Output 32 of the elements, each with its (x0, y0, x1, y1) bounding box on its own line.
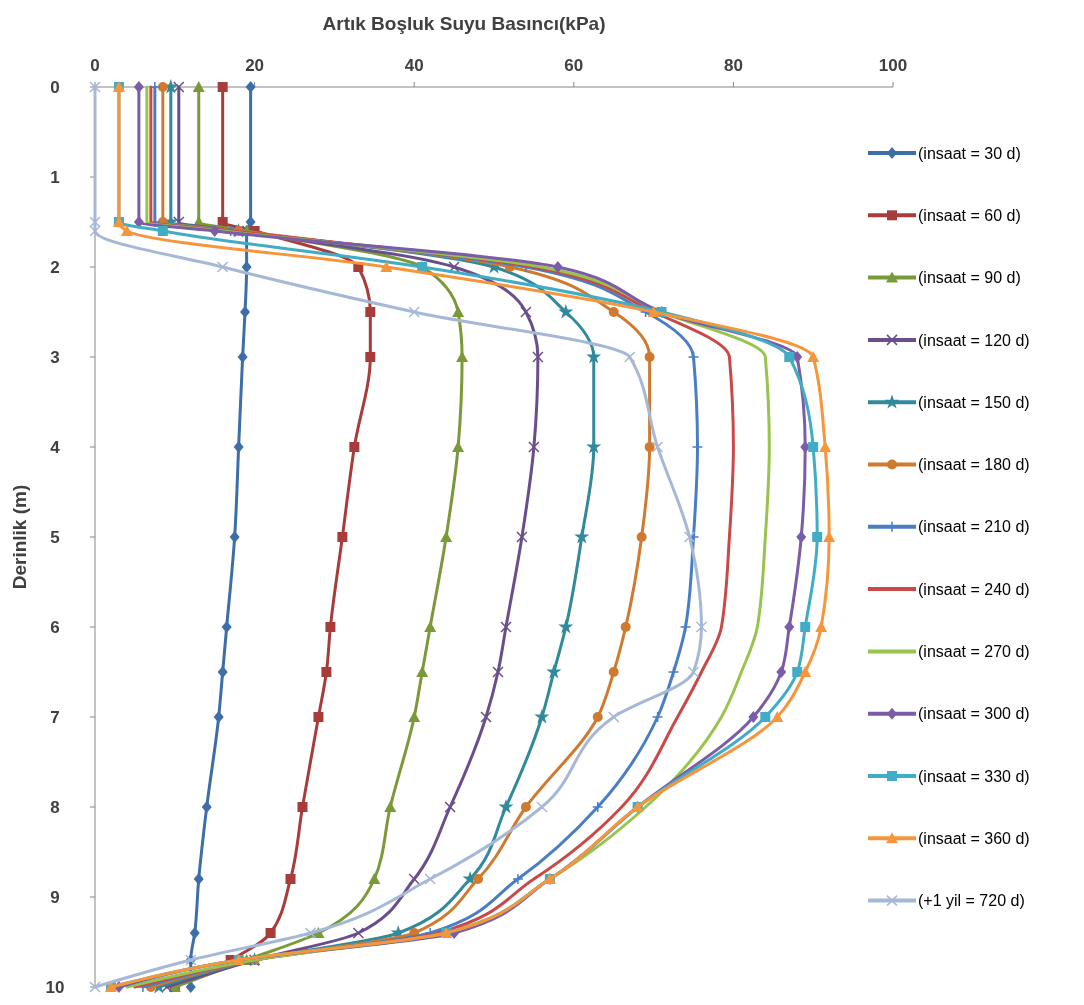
y-tick-label: 4 (50, 437, 61, 457)
y-tick-label: 7 (50, 707, 60, 727)
x-tick-label: 60 (564, 56, 584, 75)
legend-label: (insaat = 330 d) (918, 767, 1030, 785)
y-tick-label: 8 (50, 797, 60, 817)
x-tick-label: 100 (878, 56, 908, 75)
legend-label: (insaat = 300 d) (918, 705, 1030, 723)
y-tick-label: 2 (50, 257, 60, 277)
legend-label: (insaat = 360 d) (918, 829, 1030, 847)
legend-label: (insaat = 240 d) (918, 580, 1030, 598)
y-tick-label: 3 (50, 347, 60, 367)
legend-label: (insaat = 270 d) (918, 643, 1030, 660)
legend-label: (+1 yil = 720 d) (918, 892, 1025, 910)
legend-label: (insaat = 120 d) (918, 331, 1030, 349)
legend-label: (insaat = 180 d) (918, 456, 1030, 474)
legend-label: (insaat = 60 d) (918, 206, 1021, 224)
legend-label: (insaat = 90 d) (918, 269, 1021, 287)
x-tick-label: 0 (90, 56, 100, 75)
y-tick-label: 1 (50, 167, 60, 187)
y-tick-label: 5 (50, 527, 60, 547)
y-tick-label: 9 (50, 887, 60, 907)
legend-label: (insaat = 150 d) (918, 393, 1030, 411)
y-tick-label: 10 (45, 977, 65, 997)
y-axis-title: Derinlik (m) (9, 484, 30, 590)
y-tick-label: 6 (50, 617, 60, 637)
x-tick-label: 40 (404, 56, 424, 75)
x-tick-label: 20 (245, 56, 265, 75)
y-tick-label: 0 (50, 77, 60, 97)
x-tick-label: 80 (723, 56, 743, 75)
x-axis-title: Artık Boşluk Suyu Basıncı(kPa) (322, 13, 606, 34)
legend-label: (insaat = 30 d) (918, 144, 1021, 162)
legend-label: (insaat = 210 d) (918, 518, 1030, 536)
